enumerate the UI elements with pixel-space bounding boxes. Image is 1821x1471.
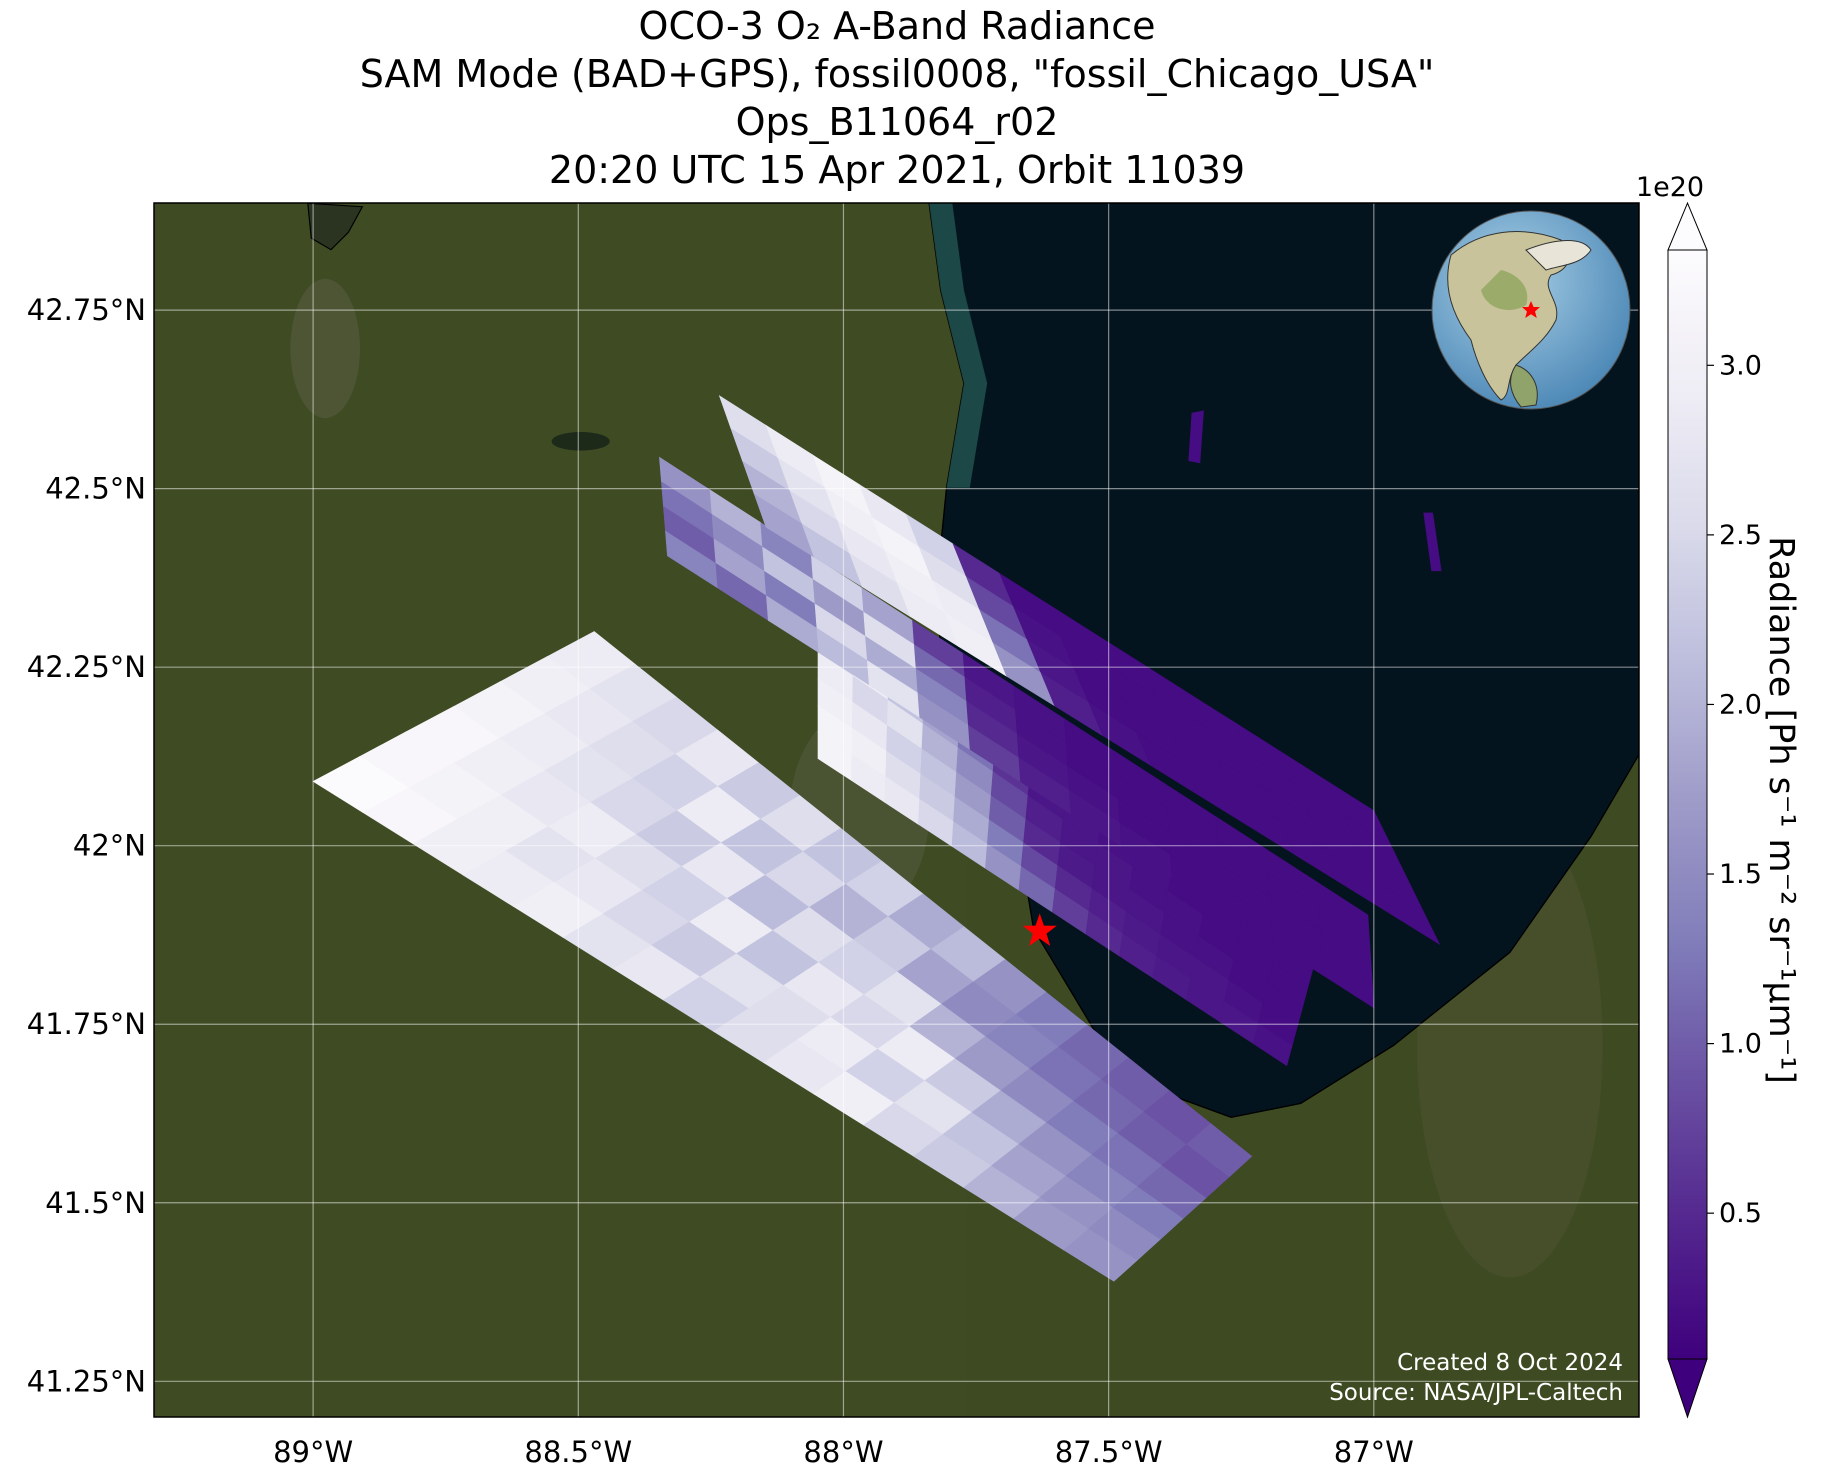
x-tick-label: 87°W — [1334, 1435, 1414, 1467]
title-line: OCO-3 O₂ A-Band Radiance — [639, 4, 1156, 48]
footer-source: Source: NASA/JPL-Caltech — [1329, 1380, 1623, 1406]
swath-cell — [1063, 1228, 1138, 1282]
colorbar: 0.5 1.0 1.5 2.0 2.5 3.0 1e20 Radiance [Ph s⁻¹ m… — [1636, 172, 1801, 1419]
title-line: 20:20 UTC 15 Apr 2021, Orbit 11039 — [549, 148, 1245, 192]
colorbar-tick-label: 0.5 — [1719, 1198, 1762, 1229]
title-line: Ops_B11064_r02 — [736, 100, 1059, 144]
map-frame — [153, 202, 1640, 1418]
colorbar-extend-min — [1667, 1358, 1708, 1419]
swath-cell — [1374, 880, 1441, 946]
y-tick-label: 42°N — [73, 829, 146, 863]
colorbar-tick-label: 2.0 — [1719, 689, 1762, 720]
colorbar-label: Radiance [Ph s⁻¹ m⁻² sr⁻¹μm⁻¹] — [1761, 536, 1801, 1084]
title-block: OCO-3 O₂ A-Band Radiance SAM Mode (BAD+G… — [360, 4, 1435, 192]
y-tick-label: 41.25°N — [27, 1364, 146, 1398]
globe-site-marker — [1522, 301, 1540, 318]
colorbar-body — [1668, 250, 1707, 1359]
colorbar-tick-label: 3.0 — [1719, 350, 1762, 381]
colorbar-tick-label: 2.5 — [1719, 520, 1762, 551]
x-tick-label: 88.5°W — [524, 1435, 632, 1467]
grid: 89°W 88.5°W 88°W 87.5°W 87°W 41.25°N 41.5°N 41.… — [27, 203, 1639, 1469]
x-tick-label: 89°W — [273, 1435, 353, 1467]
y-tick-label: 42.5°N — [45, 472, 146, 506]
x-tick-label: 88°W — [803, 1435, 883, 1467]
y-tick-label: 41.5°N — [45, 1186, 146, 1220]
title-line: SAM Mode (BAD+GPS), fossil0008, "fossil_… — [360, 52, 1435, 96]
swath-cell — [1188, 410, 1204, 464]
y-tick-label: 42.25°N — [27, 650, 146, 684]
colorbar-multiplier: 1e20 — [1636, 172, 1704, 203]
globe-inset — [1431, 210, 1631, 410]
colorbar-frame — [1667, 249, 1708, 1360]
site-marker — [1022, 913, 1057, 946]
footer-created: Created 8 Oct 2024 — [1397, 1350, 1623, 1376]
colorbar-tick-label: 1.0 — [1719, 1029, 1762, 1060]
swath-cell — [1423, 512, 1442, 572]
x-tick-label: 87.5°W — [1055, 1435, 1163, 1467]
y-tick-label: 41.75°N — [27, 1007, 146, 1041]
colorbar-tick-label: 1.5 — [1719, 859, 1762, 890]
y-tick-label: 42.75°N — [27, 293, 146, 327]
colorbar-extend-max — [1667, 201, 1708, 251]
swaths — [312, 395, 1442, 1282]
swath-cell — [1253, 1023, 1293, 1067]
